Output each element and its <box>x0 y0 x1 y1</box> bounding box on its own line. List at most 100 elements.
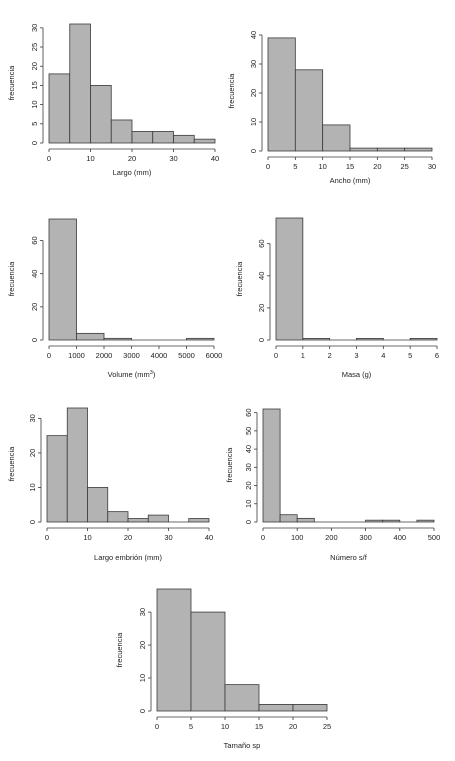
histogram-bar <box>46 435 68 523</box>
histogram-bar <box>404 147 433 152</box>
x-tick-label: 10 <box>221 722 229 731</box>
histogram-bar <box>292 704 328 712</box>
y-tick-label: 40 <box>30 270 39 278</box>
x-axis-title: Tamaño sp <box>224 741 261 750</box>
y-tick-label: 20 <box>28 449 37 457</box>
histogram-panel: 0 10 20 30 40 0 10 20 30 Largo embrión (mm) frecue… <box>7 407 213 562</box>
histogram-bar <box>302 337 331 341</box>
histogram-bar <box>103 337 132 341</box>
y-axis-title: frecuencia <box>115 632 124 667</box>
y-tick-label: 20 <box>30 303 39 311</box>
x-tick-label: 30 <box>164 533 172 542</box>
x-tick-label: 6 <box>435 351 439 360</box>
x-tick-label: 15 <box>255 722 263 731</box>
x-tick-label: 40 <box>205 533 213 542</box>
x-tick-label: 2 <box>328 351 332 360</box>
y-tick-label: 10 <box>249 118 258 126</box>
y-tick-label: 10 <box>30 100 39 108</box>
histogram-bar <box>87 487 109 523</box>
y-tick-label: 20 <box>249 89 258 97</box>
x-tick-label: 5 <box>293 162 297 171</box>
y-tick-label: 20 <box>138 641 147 649</box>
x-axis-title: Masa (g) <box>342 370 372 379</box>
histogram-bar <box>173 134 195 144</box>
x-tick-label: 25 <box>400 162 408 171</box>
histogram-bar <box>365 519 384 523</box>
histogram-bar <box>190 611 226 712</box>
x-tick-label: 0 <box>266 162 270 171</box>
y-tick-label: 30 <box>249 60 258 68</box>
histogram-bar <box>275 217 304 341</box>
x-tick-label: 1 <box>301 351 305 360</box>
x-tick-label: 0 <box>261 533 265 542</box>
histogram-bar <box>296 517 315 523</box>
x-axis-title: Largo (mm) <box>113 168 152 177</box>
y-tick-label: 10 <box>244 500 253 508</box>
histogram-bar <box>48 73 71 144</box>
y-tick-label: 0 <box>257 338 266 342</box>
y-tick-label: 0 <box>30 141 39 145</box>
y-tick-label: 10 <box>138 674 147 682</box>
y-tick-label: 5 <box>30 122 39 126</box>
x-axis-title-superscript: 3 <box>150 370 153 376</box>
y-axis-title: frecuencia <box>225 447 234 482</box>
x-axis-title: Largo embrión (mm) <box>94 553 162 562</box>
x-tick-label: 4000 <box>151 351 168 360</box>
y-tick-label: 30 <box>244 463 253 471</box>
y-tick-label: 20 <box>257 304 266 312</box>
y-tick-label: 40 <box>249 31 258 39</box>
y-tick-label: 60 <box>30 236 39 244</box>
histogram-bar <box>76 332 105 341</box>
histogram-bar <box>409 337 438 341</box>
histogram-bar <box>48 218 77 341</box>
x-tick-label: 1000 <box>68 351 85 360</box>
histogram-bar <box>356 337 384 341</box>
y-tick-label: 30 <box>138 608 147 616</box>
histogram-bar <box>294 69 324 152</box>
y-tick-label: 30 <box>28 414 37 422</box>
x-tick-label: 0 <box>47 154 51 163</box>
histogram-bar <box>279 514 298 523</box>
y-axis-title: frecuencia <box>227 73 236 108</box>
x-tick-label: 20 <box>289 722 297 731</box>
y-tick-label: 25 <box>30 43 39 51</box>
histogram-bar <box>69 23 91 144</box>
x-tick-label: 15 <box>346 162 354 171</box>
x-tick-label: 5000 <box>178 351 195 360</box>
x-tick-label: 6000 <box>206 351 223 360</box>
histogram-bar <box>127 518 149 523</box>
histogram-panel: 0 10 20 30 40 0 5 10 15 20 25 30 Largo (mm) frecuenci… <box>7 23 219 177</box>
x-tick-label: 30 <box>169 154 177 163</box>
histogram-bar <box>262 408 281 523</box>
x-tick-label: 0 <box>274 351 278 360</box>
x-tick-label: 300 <box>359 533 372 542</box>
y-axis-title: frecuencia <box>7 65 16 100</box>
histogram-bar <box>90 85 112 144</box>
histogram-bar <box>131 131 154 144</box>
x-axis-title: Número s/f <box>330 553 368 562</box>
x-tick-label: 30 <box>428 162 436 171</box>
x-tick-label: 0 <box>47 351 51 360</box>
histogram-bar <box>224 684 260 712</box>
x-tick-label: 10 <box>318 162 326 171</box>
histogram-bar <box>349 147 378 152</box>
y-tick-label: 0 <box>244 520 253 524</box>
y-tick-label: 60 <box>244 408 253 416</box>
histogram-bar <box>186 337 215 341</box>
y-axis-title: frecuencia <box>7 446 16 481</box>
histogram-panel: 0 1000 2000 3000 4000 5000 6000 0 20 40 60 Volume (… <box>7 218 223 379</box>
y-tick-label: 0 <box>138 709 147 713</box>
y-tick-label: 40 <box>257 272 266 280</box>
histogram-bar <box>66 407 88 523</box>
histogram-bar <box>376 147 406 152</box>
y-tick-label: 50 <box>244 427 253 435</box>
x-tick-label: 2000 <box>96 351 113 360</box>
y-tick-label: 40 <box>244 445 253 453</box>
histogram-bar <box>156 588 192 712</box>
y-tick-label: 20 <box>30 62 39 70</box>
x-tick-label: 0 <box>155 722 159 731</box>
histogram-bar <box>147 514 169 523</box>
histogram-bar <box>322 124 351 152</box>
y-tick-label: 0 <box>30 338 39 342</box>
